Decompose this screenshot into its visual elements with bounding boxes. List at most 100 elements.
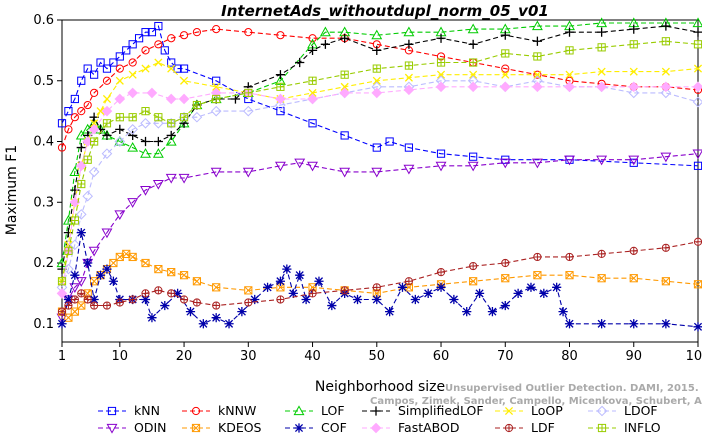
data-point [531,20,543,31]
legend-item: INFLO [588,420,661,434]
data-point [180,76,189,85]
data-point [152,148,164,158]
data-point [564,27,575,37]
data-point [147,313,157,323]
data-point [372,143,381,152]
data-point [237,307,247,317]
data-point [115,76,124,85]
data-point [532,81,543,93]
data-point [319,26,331,37]
data-point [77,301,86,310]
data-point [301,294,311,305]
data-point [128,130,138,141]
data-point [244,88,253,98]
data-point [629,24,639,34]
data-point [75,277,87,287]
data-point [173,288,183,298]
data-point [436,149,446,158]
data-point [340,131,349,140]
data-point [469,277,478,286]
data-point [56,288,68,299]
data-point [114,210,126,221]
data-point [141,289,150,298]
data-point [83,155,92,164]
data-point [141,258,150,268]
data-point [57,143,67,152]
data-point [75,160,87,172]
y-tick-label: 0.4 [33,135,54,150]
data-point [154,58,163,67]
data-point [167,289,176,298]
y-axis-title: Maximum F1 [4,145,20,235]
data-point [166,130,176,141]
data-point [77,76,86,85]
data-point [102,119,112,128]
data-point [275,99,286,111]
data-point [628,155,640,166]
data-point [230,94,241,104]
data-point [404,61,414,70]
data-point [371,87,383,99]
series-line [61,25,699,167]
data-point [436,268,446,277]
data-point [154,264,163,274]
data-point [468,39,478,49]
data-point [474,288,485,298]
data-point [90,70,99,79]
data-point [134,34,144,43]
legend-label: KDEOS [218,420,262,434]
data-point [565,252,574,262]
data-point [212,283,221,292]
legend-item: KDEOS [182,420,262,434]
data-point [178,93,190,105]
data-point [165,173,177,184]
data-point [526,282,536,292]
data-point [661,319,671,329]
data-point [372,76,381,85]
legend-label: LOF [321,403,345,418]
series-loop [57,58,702,286]
data-point [101,228,113,239]
data-point [212,76,221,85]
data-point [469,70,478,79]
data-point [307,93,318,105]
series-line [61,86,698,294]
data-point [64,125,73,134]
data-point [597,319,607,329]
legend-label: kNN [134,403,160,418]
y-tick-label: 0.3 [33,195,54,210]
data-point [95,270,106,280]
data-point [661,277,670,286]
data-point [469,152,478,161]
data-point [140,294,151,305]
data-point [70,270,80,280]
data-point [212,301,221,310]
data-point [69,283,81,293]
data-point [128,252,137,262]
x-tick-label: 1 [58,349,66,364]
data-point [146,87,158,99]
data-point [211,313,221,323]
data-point [404,143,414,152]
data-point [660,81,672,93]
series-line [61,22,698,264]
data-point [154,40,163,49]
data-point [533,70,542,79]
y-tick-label: 0.5 [33,74,54,89]
chart-title: InternetAds_withoutdupl_norm_05_v01 [221,2,549,20]
data-point [152,179,164,190]
legend-item: FastABOD [362,420,460,434]
data-point [288,288,298,298]
data-point [70,216,79,225]
data-point [597,67,606,76]
data-point [533,52,542,61]
legend-item: kNNW [182,403,256,418]
axes: 1 10 20 30 40 50 60 70 80 90 100 0.1 0.2 0.3 0.4 0.5 0.6 [33,13,702,364]
x-tick-label: 30 [240,349,257,364]
data-point [109,58,118,67]
data-point [101,105,113,117]
x-tick-label: 10 [112,349,129,364]
data-point [339,87,350,99]
data-point [629,40,638,49]
data-point [128,113,137,122]
